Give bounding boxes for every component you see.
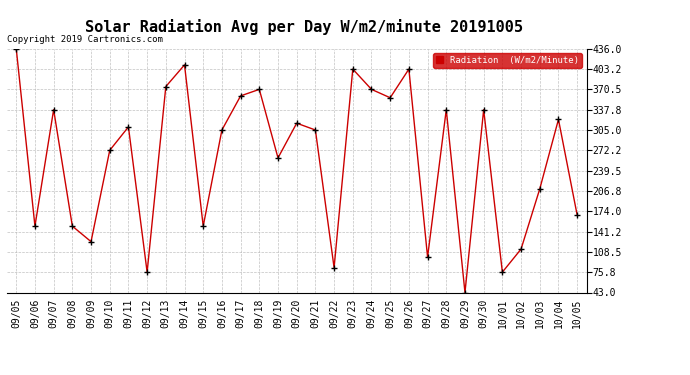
Legend: Radiation  (W/m2/Minute): Radiation (W/m2/Minute) [433,53,582,68]
Text: Copyright 2019 Cartronics.com: Copyright 2019 Cartronics.com [7,35,163,44]
Text: Solar Radiation Avg per Day W/m2/minute 20191005: Solar Radiation Avg per Day W/m2/minute … [85,19,522,35]
